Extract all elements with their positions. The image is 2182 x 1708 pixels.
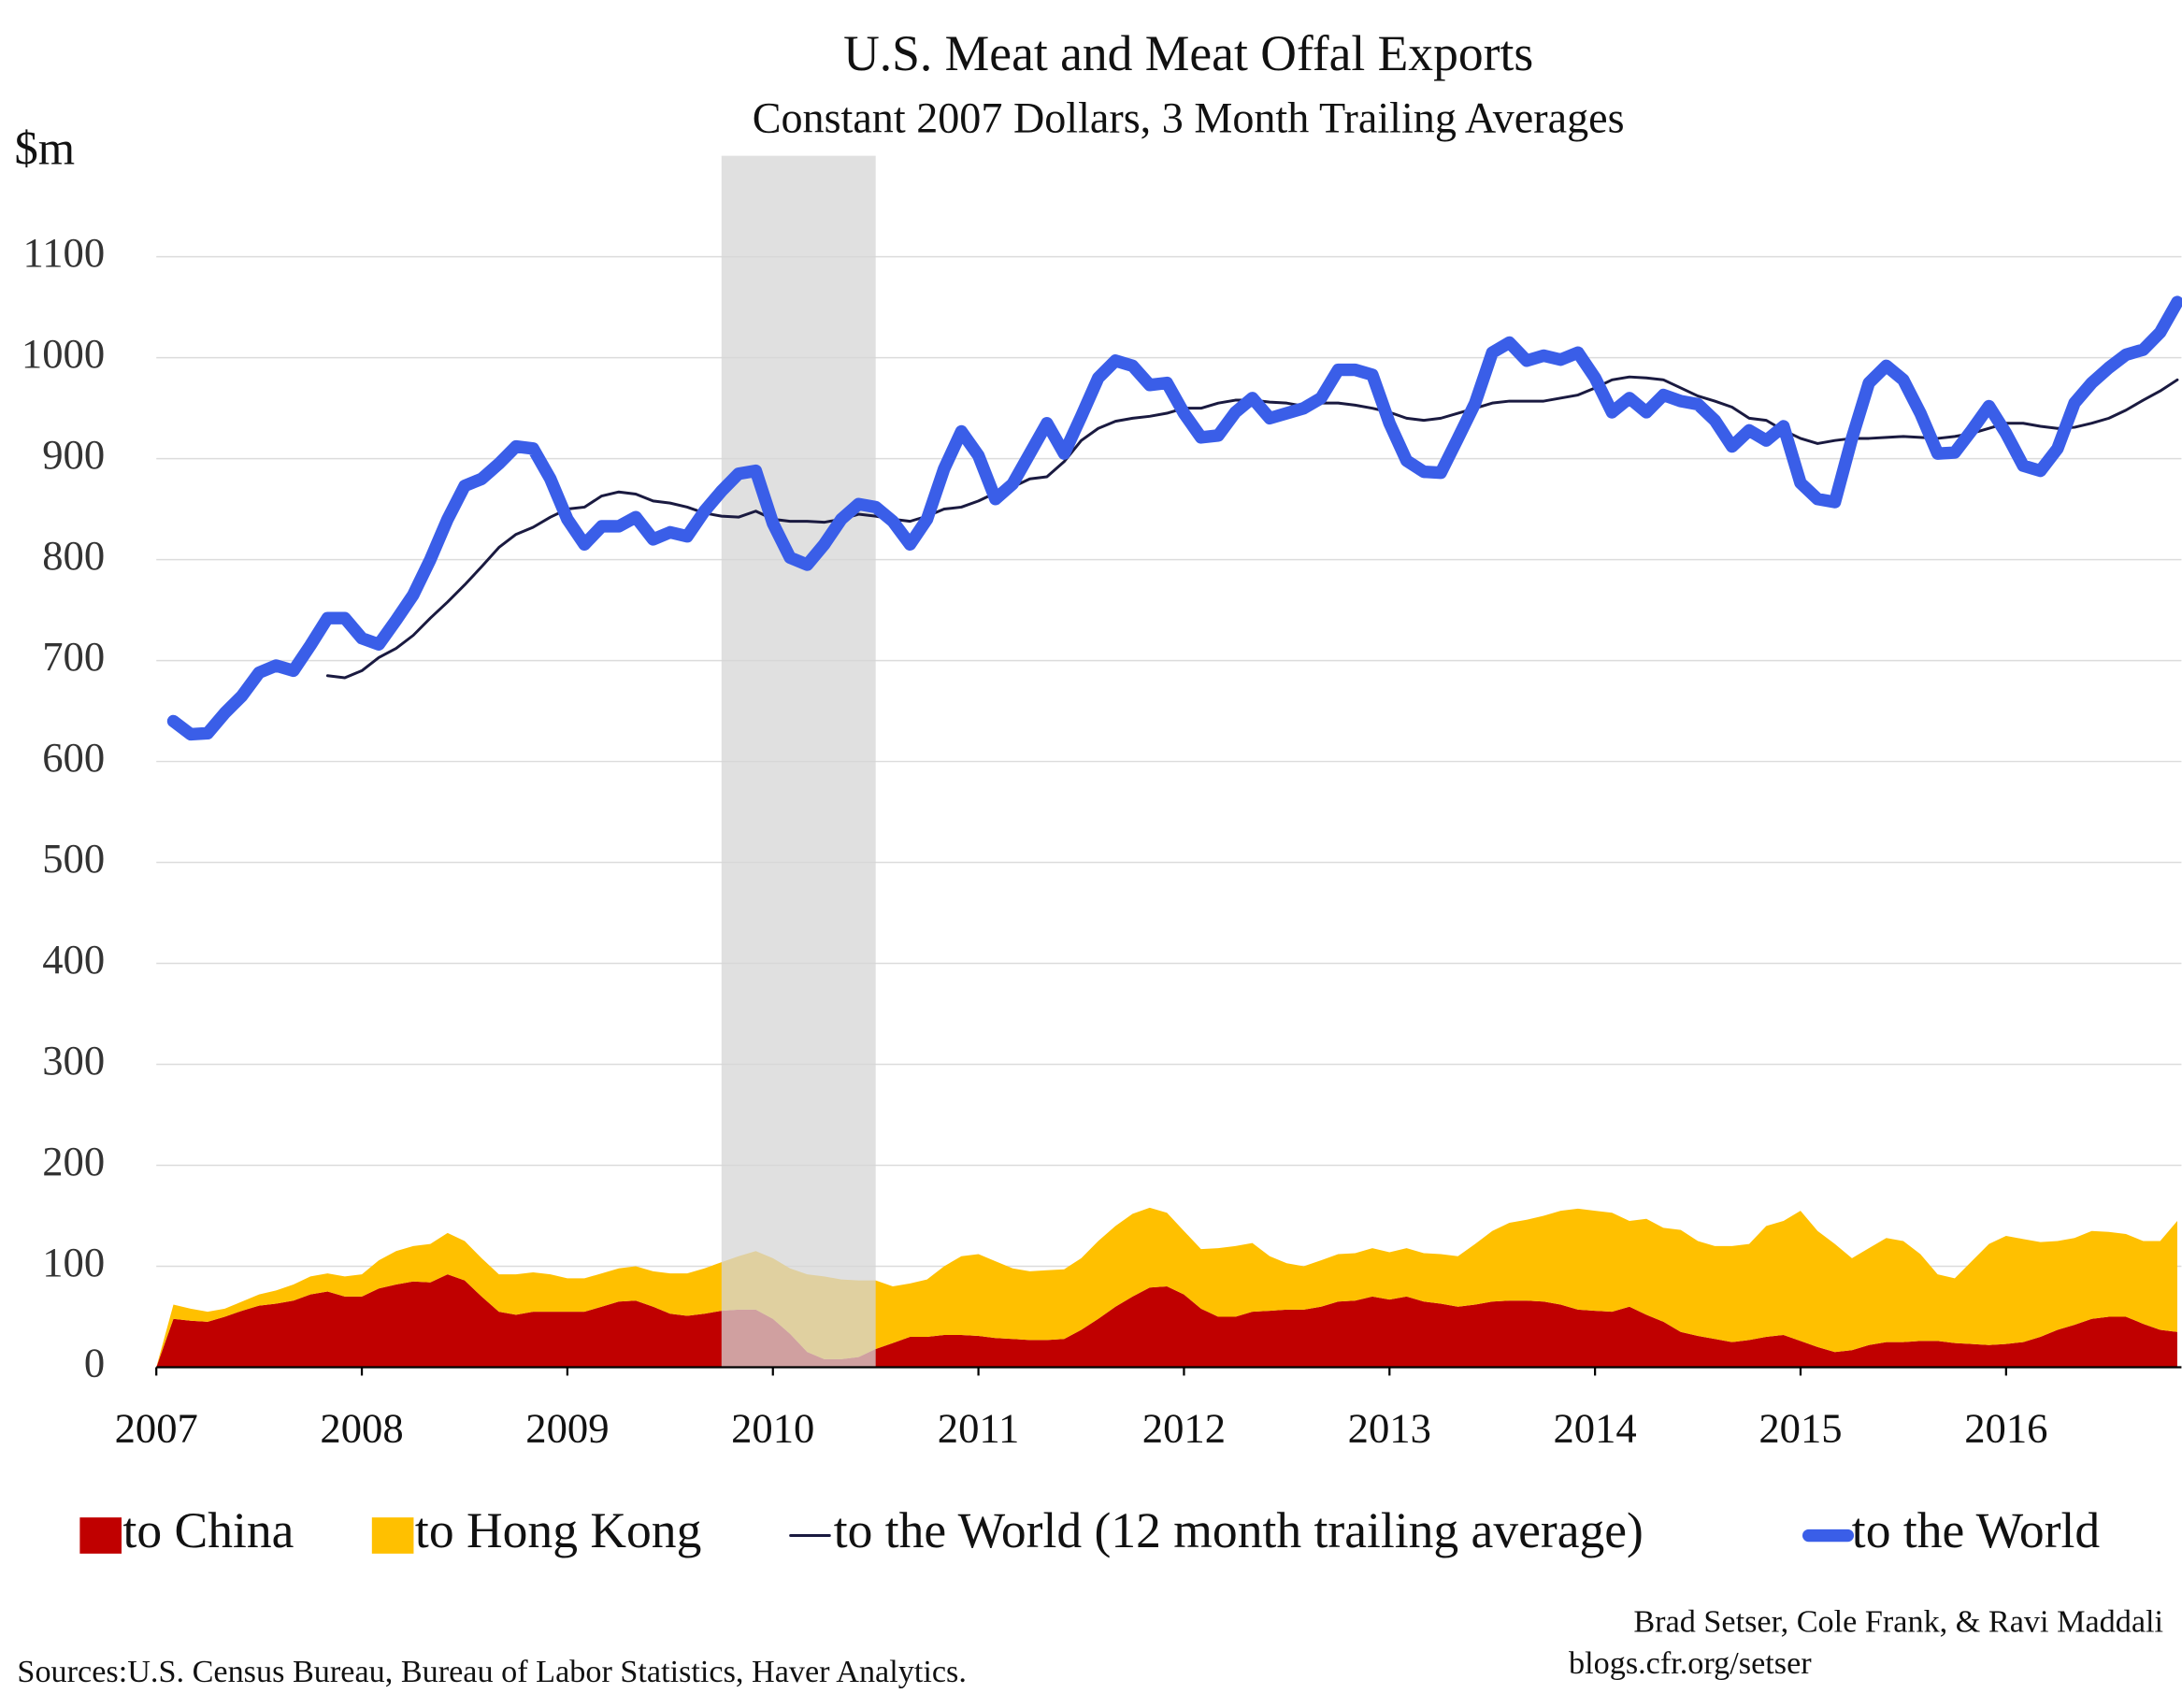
- y-tick-label: 1100: [23, 229, 106, 276]
- chart-title: U.S. Meat and Meat Offal Exports: [843, 25, 1533, 81]
- y-tick-label: 900: [42, 431, 105, 478]
- credit-url: blogs.cfr.org/setser: [1569, 1646, 1812, 1681]
- x-tick-label: 2014: [1554, 1405, 1637, 1452]
- recession-shade: [721, 155, 876, 1368]
- legend-label: to the World: [1852, 1502, 2101, 1558]
- y-tick-label: 800: [42, 532, 105, 579]
- areas: [156, 1207, 2177, 1368]
- y-tick-label: 200: [42, 1138, 105, 1184]
- y-tick-label: 600: [42, 734, 105, 781]
- x-tick-label: 2008: [320, 1405, 403, 1452]
- x-tick-label: 2010: [731, 1405, 814, 1452]
- legend-label: to the World (12 month trailing average): [834, 1502, 1644, 1558]
- x-tick-label: 2016: [1964, 1405, 2047, 1452]
- chart-subtitle: Constant 2007 Dollars, 3 Month Trailing …: [753, 94, 1625, 142]
- x-tick-label: 2009: [525, 1405, 609, 1452]
- y-tick-label: 400: [42, 936, 105, 983]
- y-tick-label: 1000: [22, 330, 105, 377]
- legend-label: to China: [123, 1502, 294, 1558]
- area: [156, 1274, 2177, 1368]
- y-tick-label: 500: [42, 835, 105, 882]
- x-tick-label: 2013: [1348, 1405, 1431, 1452]
- legend-label: to Hong Kong: [415, 1502, 701, 1558]
- y-tick-label: 700: [42, 633, 105, 680]
- x-tick-label: 2015: [1759, 1405, 1842, 1452]
- x-tick-label: 2012: [1142, 1405, 1226, 1452]
- y-axis-label: $m: [14, 122, 75, 174]
- x-tick-label: 2011: [938, 1405, 1020, 1452]
- y-tick-label: 0: [84, 1340, 105, 1386]
- lines: [166, 295, 2182, 741]
- x-tick-label: 2007: [115, 1405, 198, 1452]
- area: [156, 1207, 2177, 1368]
- y-tick-label: 100: [42, 1239, 105, 1285]
- shade: [721, 155, 876, 1368]
- legend-swatch: [79, 1517, 122, 1554]
- source: Sources:U.S. Census Bureau, Bureau of La…: [17, 1655, 966, 1689]
- credit: Brad Setser, Cole Frank, & Ravi Maddali: [1633, 1605, 2163, 1640]
- legend-swatch: [371, 1517, 414, 1554]
- y-tick-label: 300: [42, 1037, 105, 1084]
- line: [166, 295, 2182, 741]
